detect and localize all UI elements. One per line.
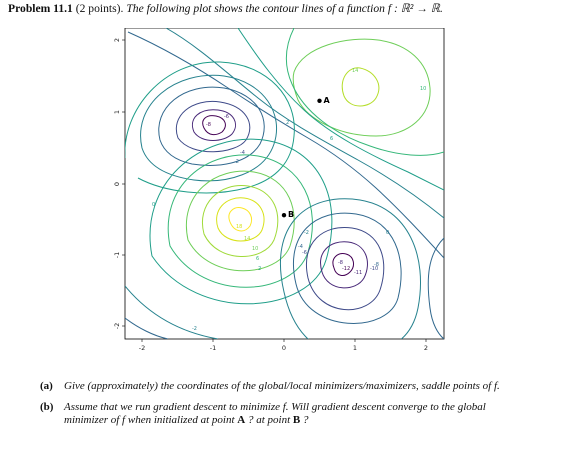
question-text-part: ? [300, 414, 309, 426]
contour-label: -6 [302, 250, 307, 256]
contour-lines [125, 28, 444, 339]
contour-line [285, 28, 444, 156]
question-text: Assume that we run gradient descent to m… [64, 401, 486, 427]
contour-label: -4 [240, 150, 245, 156]
contour-line [125, 61, 295, 194]
contour-label: 10 [252, 246, 258, 252]
contour-line [320, 241, 368, 289]
question-text: Give (approximately) the coordinates of … [64, 380, 500, 392]
axis-ticks [122, 39, 427, 342]
contour-label: 18 [236, 224, 242, 230]
contour-label: -12 [342, 266, 350, 272]
contour-line [167, 154, 313, 288]
contour-label: 10 [420, 86, 426, 92]
x-tick-label: 2 [424, 344, 428, 352]
contour-label: -4 [298, 244, 303, 250]
point-b-reference: B [292, 414, 301, 426]
problem-header: Problem 11.1 (2 points). The following p… [8, 2, 556, 16]
contour-label: -6 [224, 114, 229, 120]
contour-label: -2 [234, 159, 239, 165]
problem-number: Problem 11.1 [8, 2, 73, 15]
contour-label: 14 [352, 68, 358, 74]
contour-line [279, 198, 421, 339]
contour-label: 0 [386, 230, 389, 236]
point-a-marker [317, 98, 322, 103]
question-label: (a) [40, 380, 53, 392]
x-tick-label: -1 [210, 344, 216, 352]
problem-points: (2 points). [75, 2, 124, 15]
plot-frame [124, 28, 445, 340]
point-a: A [317, 96, 331, 105]
question-text-part: ? at point [245, 414, 293, 426]
contour-line [185, 170, 295, 272]
contour-labels: 14 10 6 2 -2 -4 -8 -6 0 18 14 10 6 2 -2 … [152, 68, 426, 332]
y-tick-label: 1 [113, 110, 121, 114]
contour-plot: -2 -1 0 1 2 2 1 0 -1 -2 [108, 28, 448, 354]
x-tick-label: 1 [353, 344, 357, 352]
question-label: (b) [40, 400, 54, 413]
contour-line [127, 31, 444, 259]
contour-line [341, 67, 380, 107]
contour-line [175, 100, 251, 153]
contour-label: -10 [370, 266, 378, 272]
contour-label: -11 [354, 270, 362, 276]
contour-line [292, 38, 431, 137]
contour-line [165, 28, 444, 219]
contour-line [306, 226, 385, 311]
contour-label: -2 [304, 230, 309, 236]
contour-label: 6 [330, 136, 333, 142]
contour-line [427, 237, 444, 339]
contour-line [216, 197, 265, 242]
point-b: B [281, 210, 294, 219]
y-tick-label: 2 [113, 38, 121, 42]
contour-line [140, 74, 278, 182]
point-b-label: B [288, 210, 294, 219]
contour-line [202, 115, 226, 136]
contour-label: -2 [192, 326, 197, 332]
function-signature: f : ℝ² → ℝ. [387, 2, 443, 15]
x-tick-label: -2 [139, 344, 145, 352]
contour-line [332, 253, 354, 276]
y-tick-label: -2 [113, 323, 121, 329]
contour-label: 14 [244, 236, 250, 242]
point-a-label: A [324, 96, 331, 105]
point-b-marker [281, 212, 287, 218]
questions: (a) Give (approximately) the coordinates… [40, 380, 526, 435]
contour-line [192, 109, 236, 141]
problem-description: The following plot shows the contour lin… [126, 2, 385, 15]
contour-line [202, 185, 279, 257]
contour-line [228, 207, 253, 232]
contour-line [237, 28, 444, 191]
contour-label: -8 [206, 122, 211, 128]
contour-label: 0 [152, 202, 155, 208]
contour-plot-svg: -2 -1 0 1 2 2 1 0 -1 -2 [113, 28, 445, 352]
y-tick-label: 0 [113, 182, 121, 186]
contour-label: 2 [286, 120, 289, 126]
x-tick-label: 0 [282, 344, 286, 352]
contour-label: -8 [338, 260, 343, 266]
question-a: (a) Give (approximately) the coordinates… [40, 380, 526, 394]
y-tick-label: -1 [113, 252, 121, 258]
contour-label: 6 [256, 256, 259, 262]
contour-line [125, 285, 219, 339]
contour-line [293, 212, 402, 324]
contour-label: 2 [258, 266, 261, 272]
point-a-reference: A [237, 414, 246, 426]
contour-line [149, 138, 333, 305]
contour-line [125, 317, 169, 339]
contour-line [158, 86, 265, 166]
question-b: (b) Assume that we run gradient descent … [40, 401, 526, 428]
question-text-part: Assume that we run gradient descent to m… [64, 400, 486, 427]
contour-label: -8 [374, 262, 379, 268]
